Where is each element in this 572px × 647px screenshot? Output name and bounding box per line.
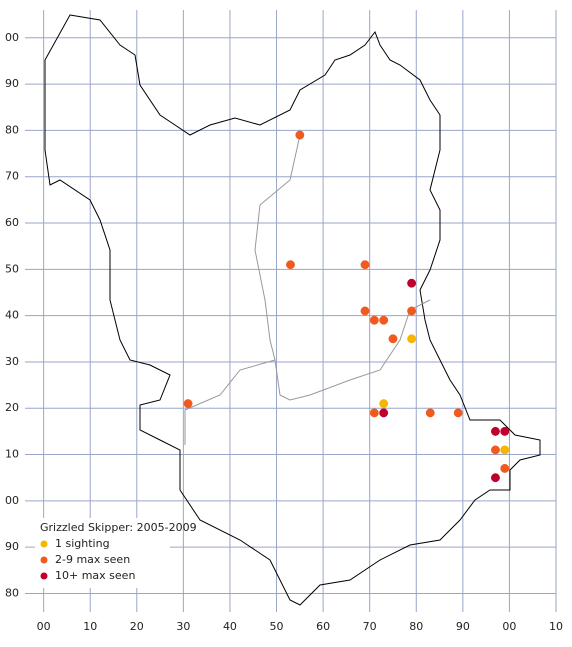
x-tick-label: 20 [130, 620, 144, 633]
sighting-point [379, 408, 389, 418]
x-tick-label: 10 [83, 620, 97, 633]
sighting-point [183, 399, 193, 409]
legend-label: 2-9 max seen [55, 553, 130, 566]
legend-marker [40, 540, 48, 548]
x-tick-label: 90 [456, 620, 470, 633]
y-tick-label: 10 [5, 448, 19, 461]
y-tick-label: 80 [5, 123, 19, 136]
county-outline [44, 14, 541, 606]
sighting-point [295, 130, 305, 140]
sighting-point [490, 426, 500, 436]
legend-label: 1 sighting [55, 537, 110, 550]
x-tick-label: 30 [176, 620, 190, 633]
x-tick-label: 80 [409, 620, 423, 633]
sighting-point [500, 445, 510, 455]
legend-title: Grizzled Skipper: 2005-2009 [40, 521, 197, 534]
sighting-point [388, 334, 398, 344]
sighting-point [425, 408, 435, 418]
legend-label: 10+ max seen [55, 569, 135, 582]
district-boundary [184, 134, 431, 445]
sighting-point [407, 278, 417, 288]
x-tick-label: 40 [223, 620, 237, 633]
x-tick-label: 70 [363, 620, 377, 633]
sighting-point [379, 399, 389, 409]
sighting-point [453, 408, 463, 418]
legend-background [35, 518, 170, 588]
points [183, 130, 510, 483]
sighting-point [360, 306, 370, 316]
x-tick-label: 00 [37, 620, 51, 633]
y-tick-label: 80 [5, 586, 19, 599]
sighting-point [379, 315, 389, 325]
sighting-point [369, 408, 379, 418]
x-tick-label: 60 [316, 620, 330, 633]
x-tick-label: 00 [502, 620, 516, 633]
legend-marker [40, 556, 48, 564]
sighting-point [490, 473, 500, 483]
y-tick-label: 20 [5, 401, 19, 414]
sighting-point [500, 463, 510, 473]
x-tick-label: 50 [270, 620, 284, 633]
y-tick-label: 70 [5, 170, 19, 183]
y-tick-label: 50 [5, 262, 19, 275]
y-tick-label: 30 [5, 355, 19, 368]
y-tick-label: 90 [5, 540, 19, 553]
x-tick-label: 10 [549, 620, 563, 633]
sighting-point [286, 260, 295, 270]
y-tick-label: 40 [5, 309, 19, 322]
y-tick-label: 00 [5, 31, 19, 44]
sighting-point [369, 315, 379, 325]
y-tick-label: 00 [5, 494, 19, 507]
legend-marker [40, 572, 48, 580]
sighting-point [500, 426, 510, 436]
y-tick-label: 90 [5, 77, 19, 90]
sighting-point [360, 260, 370, 270]
sighting-point [407, 334, 417, 344]
sighting-point [490, 445, 500, 455]
sighting-point [407, 306, 417, 316]
y-tick-label: 60 [5, 216, 19, 229]
